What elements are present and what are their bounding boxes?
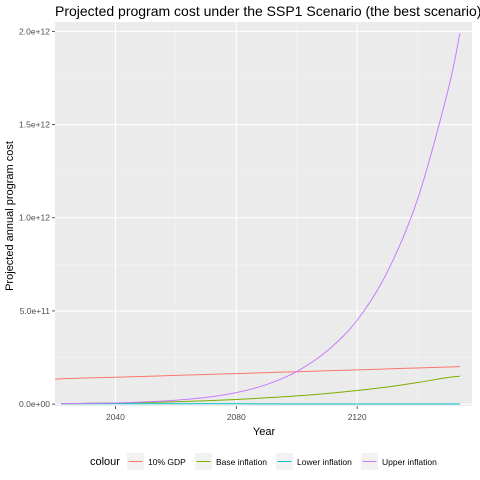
y-axis-label: Projected annual program cost (4, 141, 16, 291)
series-line-upper-inflation (61, 33, 461, 405)
chart-title: Projected program cost under the SSP1 Sc… (55, 3, 480, 19)
y-tick-label: 1.5e+12 (19, 120, 50, 130)
minor-gridlines (55, 22, 472, 406)
legend-label-10-gdp: 10% GDP (148, 457, 186, 467)
x-tick-label: 2080 (227, 412, 246, 422)
legend: colour 10% GDP Base inflation Lower inflat… (90, 453, 437, 470)
legend-label-upper-inflation: Upper inflation (382, 457, 437, 467)
legend-label-lower-inflation: Lower inflation (297, 457, 352, 467)
y-tick-label: 5.0e+11 (20, 306, 51, 316)
x-axis: 2040 2080 2120 (106, 406, 367, 422)
y-tick-label: 0.0e+00 (19, 399, 50, 409)
x-tick-label: 2040 (106, 412, 125, 422)
y-tick-label: 1.0e+12 (19, 213, 50, 223)
x-axis-label: Year (253, 426, 276, 438)
x-tick-label: 2120 (348, 412, 367, 422)
series-lines (54, 33, 461, 405)
y-tick-label: 2.0e+12 (19, 26, 50, 36)
legend-title: colour (90, 456, 120, 468)
major-gridlines (55, 22, 472, 406)
series-line-10-gdp (54, 365, 460, 380)
y-axis: 0.0e+00 5.0e+11 1.0e+12 1.5e+12 2.0e+12 (19, 26, 55, 409)
legend-label-base-inflation: Base inflation (216, 457, 267, 467)
plot-panel (55, 22, 472, 406)
